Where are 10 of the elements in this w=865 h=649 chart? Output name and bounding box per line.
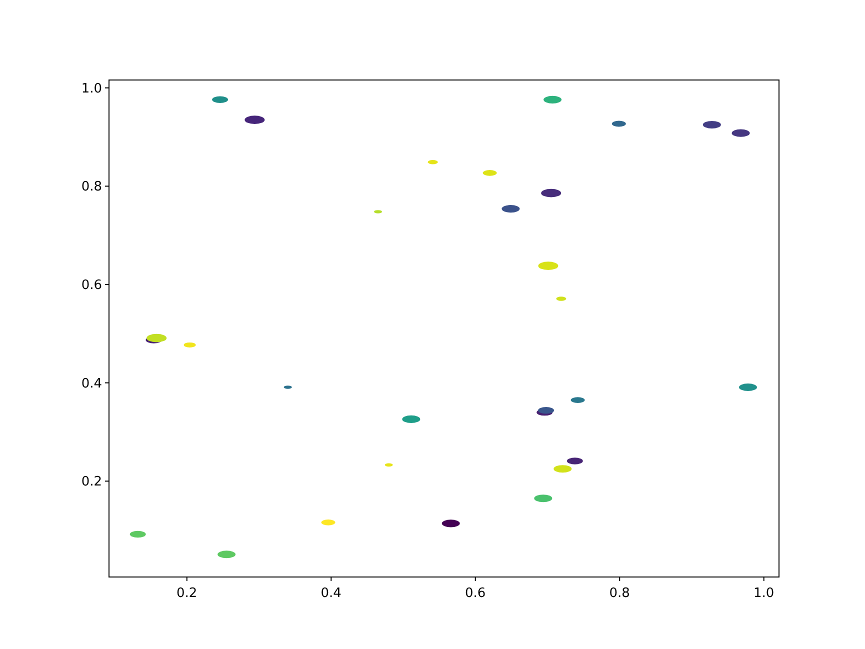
- y-tick-label: 0.8: [81, 180, 102, 195]
- x-tick-label: 0.4: [320, 586, 342, 601]
- x-tick-label: 0.8: [609, 586, 630, 601]
- y-tick-label: 0.2: [81, 474, 102, 490]
- x-tick-label: 0.2: [176, 586, 198, 601]
- y-tick-label: 1.0: [81, 81, 102, 96]
- y-tick-label: 0.4: [81, 376, 102, 392]
- x-tick-label: 1.0: [754, 586, 774, 601]
- x-tick-label: 0.6: [465, 586, 486, 601]
- y-tick-label: 0.6: [81, 278, 102, 294]
